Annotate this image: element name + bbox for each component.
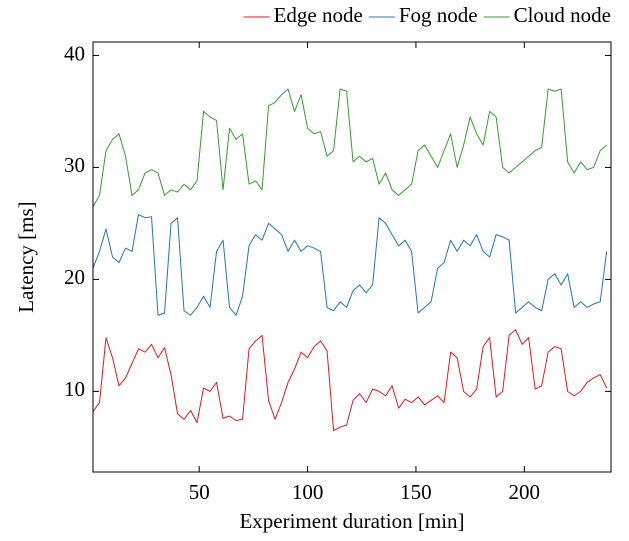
plot-frame: [92, 41, 612, 473]
series-line: [92, 213, 608, 316]
series-line: [92, 88, 607, 207]
series-line: [92, 329, 608, 432]
x-axis-label: Experiment duration [min]: [239, 509, 464, 533]
y-tick-label: 30: [64, 153, 85, 177]
legend-label: Fog node: [399, 3, 478, 27]
x-tick-label: 100: [292, 480, 324, 504]
x-tick-label: 150: [400, 480, 432, 504]
legend-label: Cloud node: [514, 3, 611, 27]
y-axis-label: Latency [ms]: [14, 201, 38, 312]
legend-label: Edge node: [274, 3, 363, 27]
y-tick-label: 40: [64, 41, 85, 65]
x-tick-label: 50: [189, 480, 210, 504]
x-tick-label: 200: [509, 480, 541, 504]
y-tick-label: 10: [64, 377, 85, 401]
y-tick-label: 20: [64, 265, 85, 289]
